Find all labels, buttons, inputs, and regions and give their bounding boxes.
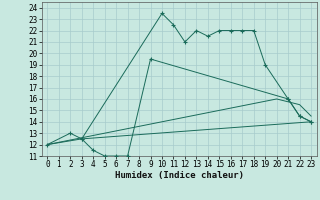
X-axis label: Humidex (Indice chaleur): Humidex (Indice chaleur) (115, 171, 244, 180)
